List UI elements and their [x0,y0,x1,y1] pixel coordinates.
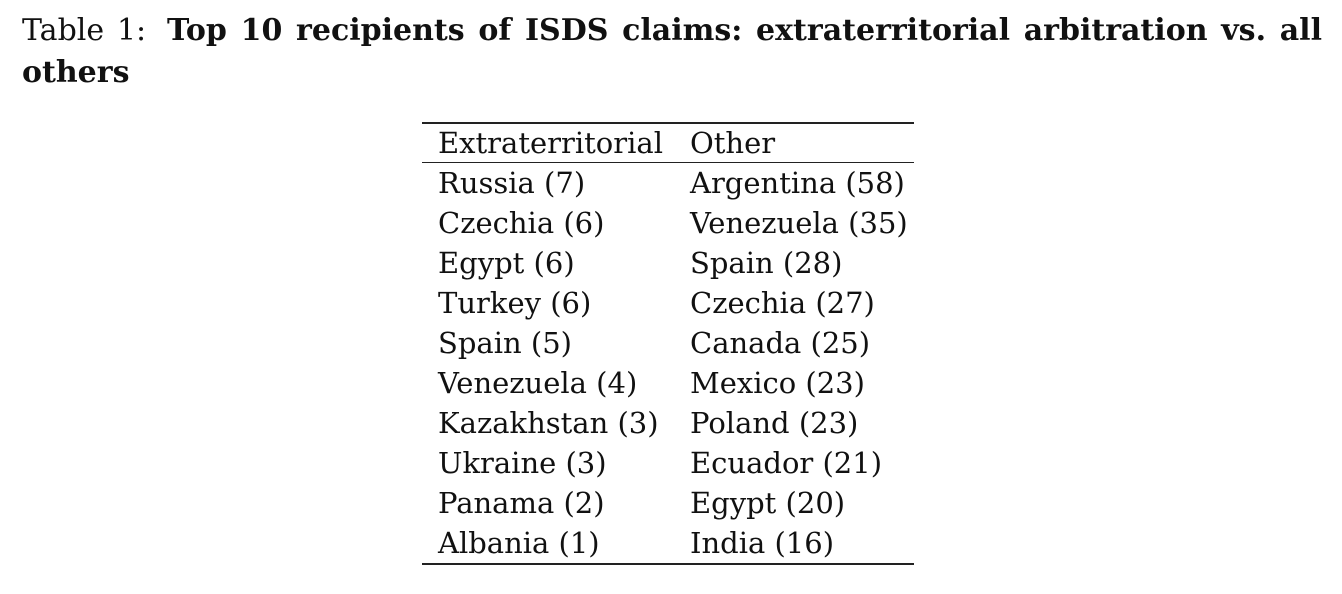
cell-extraterritorial: Egypt (6) [438,246,575,280]
cell-extraterritorial: Kazakhstan (3) [438,406,659,440]
cell-other: Spain (28) [690,246,843,280]
header-extraterritorial: Extraterritorial [438,126,663,160]
caption-label: Table 1: [22,13,147,48]
cell-other: Czechia (27) [690,286,875,320]
cell-extraterritorial: Albania (1) [438,526,600,560]
table-row: Turkey (6) Czechia (27) [422,283,914,323]
table-row: Panama (2) Egypt (20) [422,483,914,523]
cell-other: Venezuela (35) [690,206,908,240]
header-row: Extraterritorial Other [422,123,914,163]
table-row: Kazakhstan (3) Poland (23) [422,403,914,443]
table-body: Russia (7) Argentina (58) Czechia (6) Ve… [422,163,914,564]
cell-extraterritorial: Venezuela (4) [438,366,638,400]
table-row: Czechia (6) Venezuela (35) [422,203,914,243]
table-row: Russia (7) Argentina (58) [422,163,914,204]
cell-other: Mexico (23) [690,366,865,400]
table-row: Spain (5) Canada (25) [422,323,914,363]
recipients-table: Extraterritorial Other Russia (7) Argent… [422,122,914,565]
cell-other: Egypt (20) [690,486,846,520]
cell-other: Canada (25) [690,326,871,360]
table-row: Egypt (6) Spain (28) [422,243,914,283]
table-row: Albania (1) India (16) [422,523,914,564]
table-header: Extraterritorial Other [422,123,914,163]
cell-extraterritorial: Spain (5) [438,326,572,360]
cell-other: India (16) [690,526,835,560]
cell-extraterritorial: Russia (7) [438,166,586,200]
table-container: Extraterritorial Other Russia (7) Argent… [422,122,914,565]
cell-extraterritorial: Turkey (6) [438,286,592,320]
caption-title: Top 10 recipients of ISDS claims: extrat… [22,13,1322,90]
table-row: Ukraine (3) Ecuador (21) [422,443,914,483]
cell-extraterritorial: Ukraine (3) [438,446,607,480]
cell-other: Argentina (58) [690,166,905,200]
cell-extraterritorial: Czechia (6) [438,206,605,240]
header-other: Other [690,126,776,160]
table-caption: Table 1: Top 10 recipients of ISDS claim… [22,10,1322,94]
cell-extraterritorial: Panama (2) [438,486,605,520]
table-row: Venezuela (4) Mexico (23) [422,363,914,403]
cell-other: Poland (23) [690,406,859,440]
cell-other: Ecuador (21) [690,446,883,480]
